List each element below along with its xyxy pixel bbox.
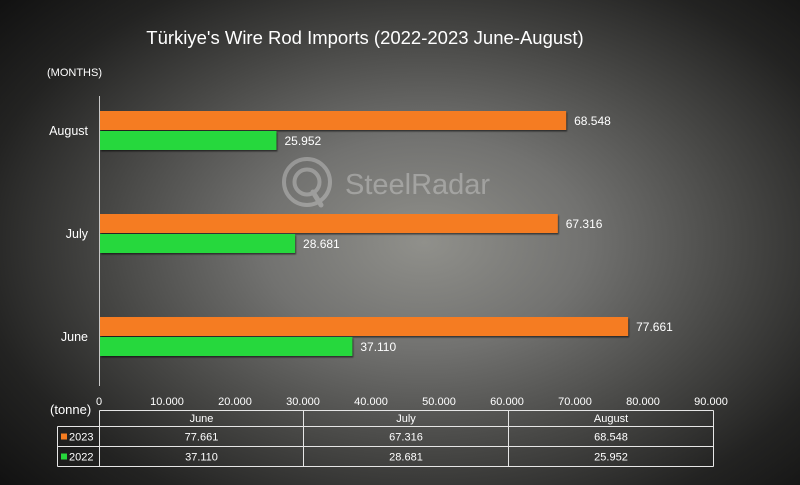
table-cell: 37.110 xyxy=(185,452,218,464)
table-cell: 25.952 xyxy=(594,452,628,464)
table-cell: 67.316 xyxy=(389,432,423,444)
bars-group xyxy=(100,111,629,356)
y-axis-label: (MONTHS) xyxy=(47,67,102,79)
legend-label-2022: 2022 xyxy=(69,452,93,464)
watermark-logo: SteelRadar xyxy=(282,157,490,208)
legend-swatch-2022 xyxy=(61,453,67,460)
category-label-august: August xyxy=(49,124,88,138)
category-label-june: June xyxy=(61,330,88,344)
bar-2022-june xyxy=(100,337,353,356)
x-tick-label: 10.000 xyxy=(150,396,184,408)
table-cell: 77.661 xyxy=(185,432,219,444)
x-tick-label: 80.000 xyxy=(626,396,660,408)
data-label-2022-august: 25.952 xyxy=(284,134,321,148)
legend-label-2023: 2023 xyxy=(69,432,93,444)
data-label-2023-august: 68.548 xyxy=(574,114,611,128)
table-header-august: August xyxy=(594,413,628,425)
data-label-2023-july: 67.316 xyxy=(566,217,603,231)
x-tick-label: 50.000 xyxy=(422,396,456,408)
table-cell: 28.681 xyxy=(389,452,423,464)
logo-tail xyxy=(310,189,324,208)
category-labels: August July June xyxy=(49,124,89,344)
bar-2022-july xyxy=(100,234,296,253)
table-header-june: June xyxy=(190,413,214,425)
data-labels: 68.548 25.952 67.316 28.681 77.661 37.110 xyxy=(284,114,673,354)
x-tick-label: 30.000 xyxy=(286,396,320,408)
x-axis-unit-label: (tonne) xyxy=(50,402,91,417)
data-label-2023-june: 77.661 xyxy=(636,320,673,334)
x-tick-label: 40.000 xyxy=(354,396,388,408)
chart-title: Türkiye's Wire Rod Imports (2022-2023 Ju… xyxy=(146,27,583,48)
data-table: June July August 2023 77.661 67.316 68.548 2022… xyxy=(57,410,714,467)
legend-swatch-2023 xyxy=(61,433,67,440)
x-tick-label: 90.000 xyxy=(694,396,728,408)
bar-2022-august xyxy=(100,131,277,150)
x-tick-label: 60.000 xyxy=(490,396,524,408)
bar-2023-july xyxy=(100,214,558,233)
watermark-text: SteelRadar xyxy=(345,169,490,201)
category-label-july: July xyxy=(66,227,89,241)
table-cell: 68.548 xyxy=(594,432,628,444)
x-tick-labels: 0 10.000 20.000 30.000 40.000 50.000 60.000 70.… xyxy=(96,396,728,408)
x-tick-label: 70.000 xyxy=(558,396,592,408)
table-header-july: July xyxy=(396,413,416,425)
bar-2023-june xyxy=(100,317,629,336)
steelradar-logo-icon xyxy=(282,157,332,208)
bar-2023-august xyxy=(100,111,567,130)
x-tick-label: 0 xyxy=(96,396,102,408)
data-label-2022-june: 37.110 xyxy=(360,340,396,354)
logo-outer-ring xyxy=(282,157,332,207)
logo-inner-ring xyxy=(292,167,322,197)
x-tick-label: 20.000 xyxy=(218,396,252,408)
data-label-2022-july: 28.681 xyxy=(303,237,340,251)
